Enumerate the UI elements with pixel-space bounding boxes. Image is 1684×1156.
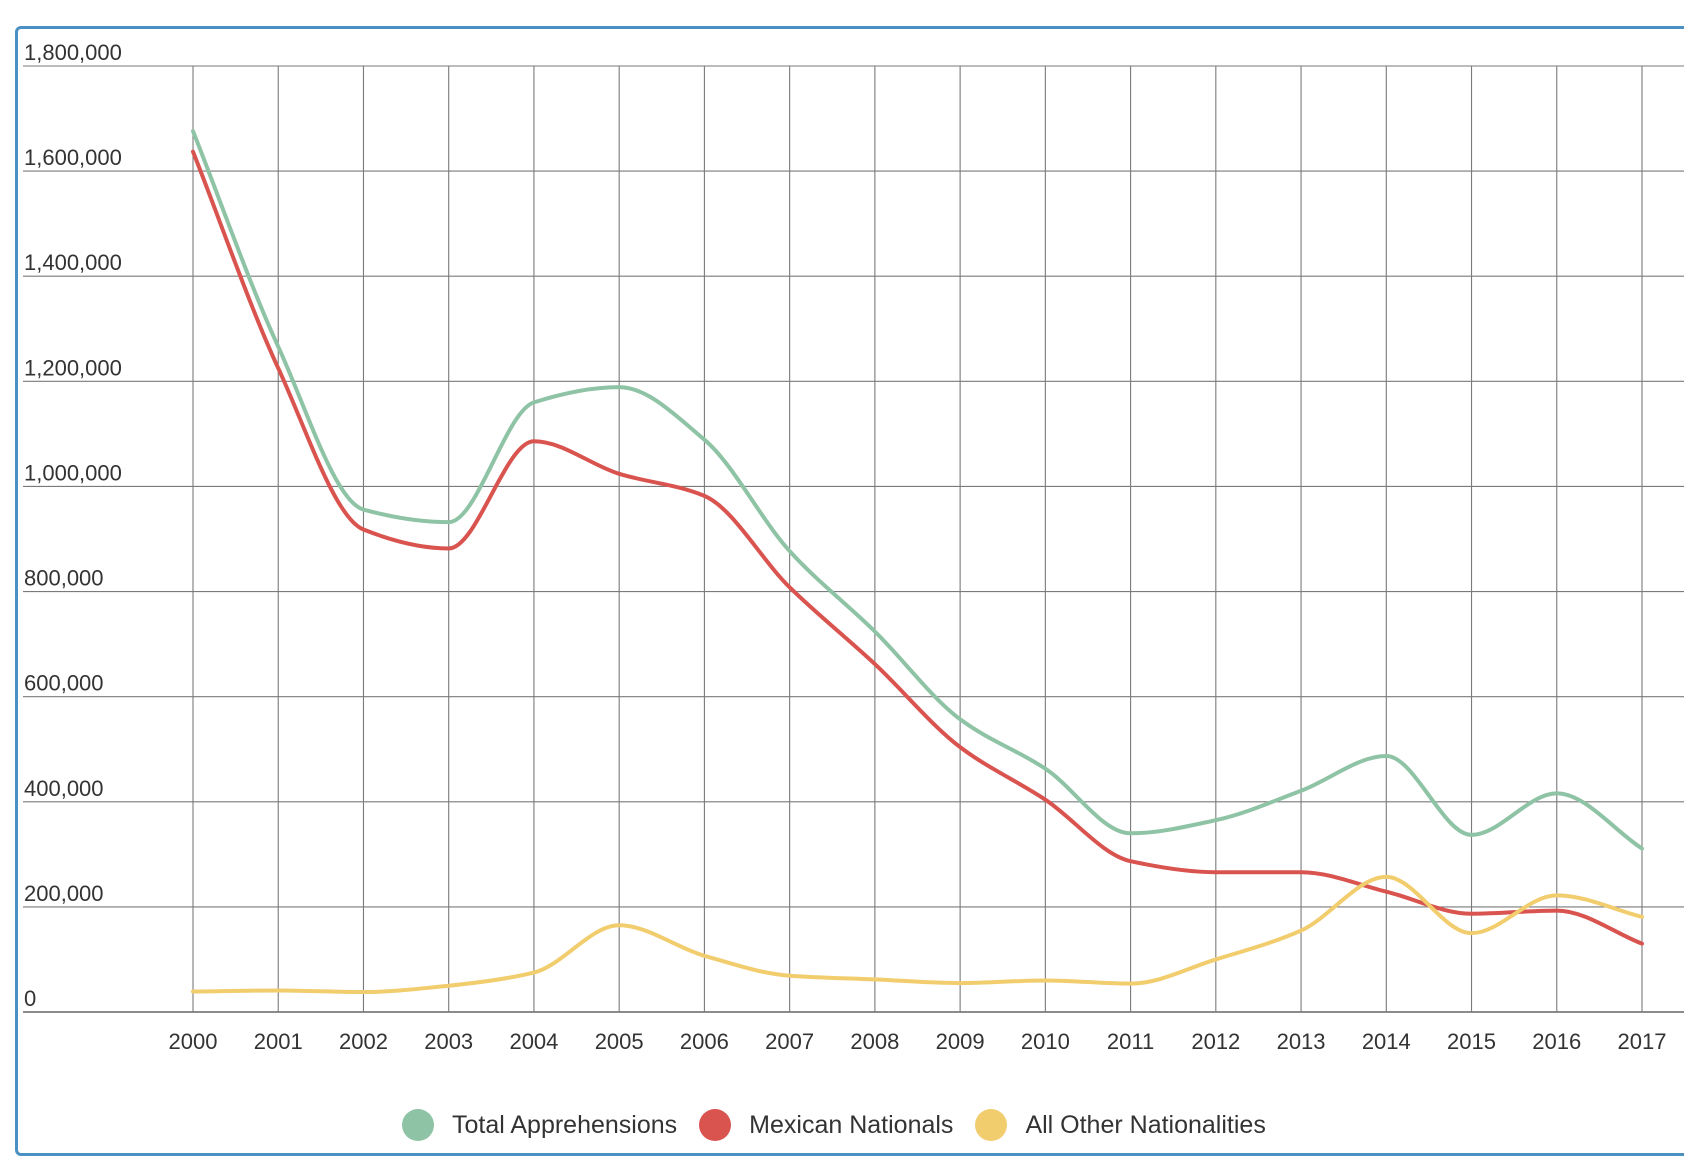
x-tick-label: 2000 xyxy=(169,1029,218,1054)
y-tick-label: 600,000 xyxy=(24,671,104,696)
x-tick-label: 2017 xyxy=(1618,1029,1667,1054)
legend-label-mexican: Mexican Nationals xyxy=(749,1111,953,1140)
grid xyxy=(23,66,1684,1012)
x-tick-label: 2013 xyxy=(1277,1029,1326,1054)
legend-swatch-mexican xyxy=(699,1109,731,1141)
y-tick-label: 200,000 xyxy=(24,881,104,906)
legend-item-total[interactable]: Total Apprehensions xyxy=(402,1109,677,1141)
legend-item-other[interactable]: All Other Nationalities xyxy=(975,1109,1265,1141)
y-tick-label: 800,000 xyxy=(24,566,104,591)
series-lines xyxy=(193,131,1642,992)
legend-label-total: Total Apprehensions xyxy=(452,1111,677,1140)
y-tick-label: 1,600,000 xyxy=(24,145,122,170)
x-tick-label: 2016 xyxy=(1532,1029,1581,1054)
x-tick-label: 2010 xyxy=(1021,1029,1070,1054)
y-tick-label: 1,000,000 xyxy=(24,460,122,485)
y-tick-label: 1,800,000 xyxy=(24,40,122,65)
x-tick-label: 2009 xyxy=(936,1029,985,1054)
series-line-all-other-nationalities xyxy=(193,877,1642,992)
x-tick-label: 2005 xyxy=(595,1029,644,1054)
legend-item-mexican[interactable]: Mexican Nationals xyxy=(699,1109,953,1141)
y-tick-label: 1,200,000 xyxy=(24,355,122,380)
series-total-apprehensions xyxy=(193,131,1642,849)
series-line-total-apprehensions xyxy=(193,131,1642,848)
x-tick-label: 2011 xyxy=(1107,1029,1154,1054)
series-line-mexican-nationals xyxy=(193,152,1642,944)
legend: Total Apprehensions Mexican Nationals Al… xyxy=(0,1105,1684,1145)
y-tick-label: 400,000 xyxy=(24,776,104,801)
x-tick-label: 2002 xyxy=(339,1029,388,1054)
x-tick-label: 2012 xyxy=(1191,1029,1240,1054)
y-axis-ticks: 0 200,000 400,000 600,000 800,000 1,000,000 1,… xyxy=(24,40,122,1011)
x-tick-label: 2014 xyxy=(1362,1029,1411,1054)
y-tick-label: 1,400,000 xyxy=(24,250,122,275)
x-tick-label: 2001 xyxy=(254,1029,303,1054)
legend-swatch-other xyxy=(975,1109,1007,1141)
legend-label-other: All Other Nationalities xyxy=(1025,1111,1265,1140)
x-tick-label: 2003 xyxy=(424,1029,473,1054)
x-tick-label: 2007 xyxy=(765,1029,814,1054)
series-mexican-nationals xyxy=(193,152,1642,944)
y-tick-label: 0 xyxy=(24,986,36,1011)
x-axis-ticks: 2000 2001 2002 2003 2004 2005 2006 2007 2008 2009… xyxy=(169,1029,1667,1054)
series-all-other-nationalities xyxy=(193,877,1642,992)
x-tick-label: 2006 xyxy=(680,1029,729,1054)
legend-swatch-total xyxy=(402,1109,434,1141)
x-tick-label: 2008 xyxy=(850,1029,899,1054)
x-tick-label: 2015 xyxy=(1447,1029,1496,1054)
x-tick-label: 2004 xyxy=(509,1029,558,1054)
